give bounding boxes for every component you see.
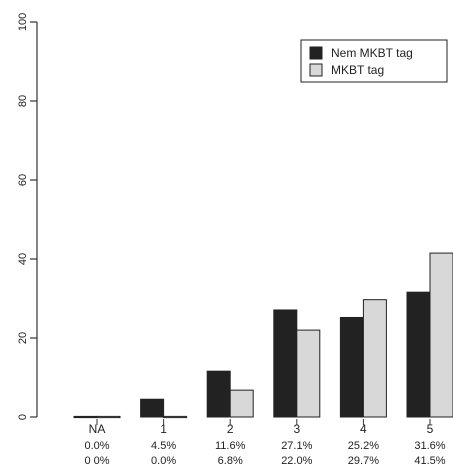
data-label-percent: 6.8% bbox=[218, 455, 243, 467]
legend-swatch bbox=[309, 46, 323, 60]
y-tick-label: 40 bbox=[17, 253, 29, 265]
x-category-label: NA bbox=[89, 422, 106, 436]
y-axis: 0 20 40 60 80 100 bbox=[17, 13, 38, 420]
y-tick-label: 100 bbox=[17, 13, 29, 31]
bar-mkbt-tag-5 bbox=[429, 252, 453, 418]
data-label-percent: 11.6% bbox=[215, 440, 246, 452]
data-label-percent: 25.2% bbox=[348, 440, 379, 452]
x-category-label: 5 bbox=[427, 422, 434, 436]
data-label-percent: 27.1% bbox=[281, 440, 312, 452]
bar-nem-mkbt-tag-3 bbox=[273, 309, 298, 418]
x-axis: NA 0.0% 0 0% 1 4.5% 0.0% 2 11.6% 6.8% 3 27.1% 22.0%… bbox=[84, 419, 446, 467]
legend: Nem MKBT tag MKBT tag bbox=[300, 39, 448, 83]
y-tick-label: 20 bbox=[17, 332, 29, 344]
bar-nem-mkbt-tag-4 bbox=[339, 316, 364, 418]
bar-mkbt-tag-na bbox=[96, 415, 121, 419]
y-tick-label: 60 bbox=[17, 174, 29, 186]
data-label-percent: 31.6% bbox=[414, 440, 445, 452]
legend-swatch bbox=[309, 63, 323, 77]
bar-nem-mkbt-tag-5 bbox=[406, 291, 431, 418]
x-category-label: 3 bbox=[293, 422, 300, 436]
data-label-percent: 22.0% bbox=[281, 455, 312, 467]
legend-box bbox=[300, 39, 448, 83]
data-label-percent: 4.5% bbox=[151, 440, 176, 452]
bar-nem-mkbt-tag-2 bbox=[206, 370, 231, 418]
y-tick-label: 80 bbox=[17, 95, 29, 107]
bar-mkbt-tag-1 bbox=[163, 415, 188, 419]
data-label-percent: 29.7% bbox=[348, 455, 379, 467]
data-label-percent: 0.0% bbox=[84, 440, 109, 452]
x-category-label: 2 bbox=[227, 422, 234, 436]
x-category-label: 1 bbox=[160, 422, 167, 436]
bars bbox=[73, 252, 453, 419]
bar-mkbt-tag-2 bbox=[229, 389, 254, 418]
legend-label: MKBT tag bbox=[331, 63, 384, 77]
data-label-percent: 0.0% bbox=[151, 455, 176, 467]
bar-mkbt-tag-4 bbox=[362, 299, 387, 418]
data-label-percent: 0 0% bbox=[84, 455, 109, 467]
y-tick-label: 0 bbox=[17, 414, 29, 420]
data-label-percent: 41.5% bbox=[414, 455, 445, 467]
legend-label: Nem MKBT tag bbox=[331, 46, 413, 60]
bar-nem-mkbt-tag-1 bbox=[140, 398, 165, 418]
bar-mkbt-tag-3 bbox=[296, 329, 321, 418]
bar-nem-mkbt-tag-na bbox=[73, 415, 98, 419]
x-category-label: 4 bbox=[360, 422, 367, 436]
